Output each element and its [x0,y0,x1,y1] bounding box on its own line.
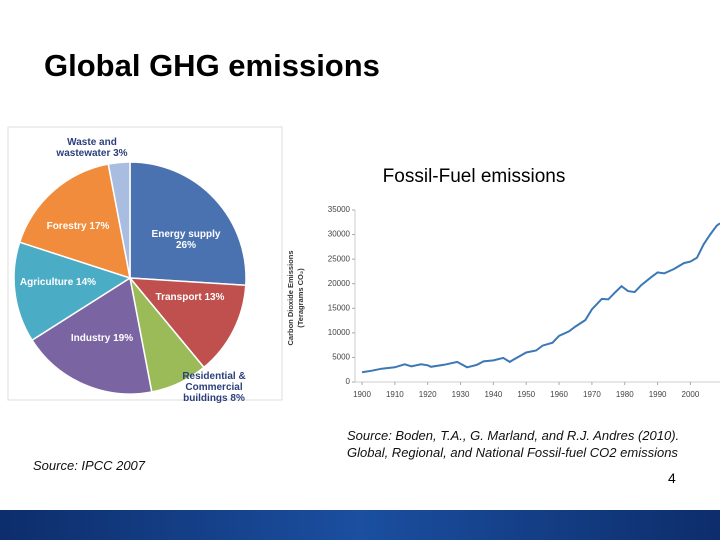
pie-label: Energy supply 26% [141,229,231,251]
x-tick-label: 1940 [484,390,502,399]
pie-label-value: 26% [175,240,196,251]
pie-label-value: 13% [204,292,225,303]
pie-label-value: 14% [76,277,97,288]
x-tick-label: 1970 [583,390,601,399]
pie-label-name: Residential & Commercial buildings [182,371,246,404]
pie-label-value: 17% [89,221,110,232]
pie-label: Agriculture 14% [13,277,103,288]
pie-label-value: 8% [230,393,245,404]
chart-title: Fossil-Fuel emissions [383,166,566,187]
page-number: 4 [668,470,676,486]
x-tick-label: 1900 [353,390,371,399]
pie-label: Transport 13% [145,292,235,303]
pie-slice [107,161,131,279]
pie-label-value: 3% [113,148,128,159]
y-axis-label-line: (Teragrams CO₂) [296,268,305,328]
y-tick-label: 15000 [328,303,351,312]
x-tick-label: 2000 [682,390,700,399]
pie-label: Waste and wastewater 3% [47,137,137,159]
x-tick-label: 1990 [649,390,667,399]
emissions-line [361,222,720,374]
pie-slice [31,276,153,395]
pie-slice [13,241,132,342]
x-tick-label: 1920 [419,390,437,399]
pie-label-name: Energy supply [151,229,221,240]
pie-slice [129,161,247,287]
x-tick-label: 1930 [452,390,470,399]
y-tick-label: 25000 [328,254,351,263]
pie-slice [18,163,131,280]
pie-label-name: Transport [155,292,202,303]
pie-slice [128,277,247,369]
y-tick-label: 35000 [328,205,351,214]
pie-label-name: Industry [70,333,111,344]
y-tick-label: 10000 [328,328,351,337]
pie-label-name: Forestry [46,221,87,232]
pie-label-value: 19% [113,333,134,344]
pie-label: Forestry 17% [33,221,123,232]
pie-label-name: Agriculture [19,277,74,288]
source-right: Source: Boden, T.A., G. Marland, and R.J… [347,428,680,460]
x-tick-label: 1960 [550,390,568,399]
x-tick-label: 1950 [517,390,535,399]
y-tick-label: 5000 [332,353,350,362]
y-tick-label: 0 [346,377,351,386]
x-tick-label: 1910 [386,390,404,399]
x-tick-label: 1980 [616,390,634,399]
y-tick-label: 30000 [328,230,351,239]
y-axis-label-line: Carbon Dioxide Emissions [286,250,295,345]
slide-title: Global GHG emissions [44,48,380,83]
pie-label: Industry 19% [57,333,147,344]
y-tick-label: 20000 [328,279,351,288]
charts: Fossil-Fuel emissions Carbon Dioxide Emis… [7,126,720,401]
pie-label: Residential & Commercial buildings 8% [169,371,259,404]
footer-bar [0,510,720,540]
y-axis-label: Carbon Dioxide Emissions(Teragrams CO₂) [286,250,305,345]
source-left: Source: IPCC 2007 [33,458,146,473]
pie-label-name: Waste and wastewater [56,137,117,159]
